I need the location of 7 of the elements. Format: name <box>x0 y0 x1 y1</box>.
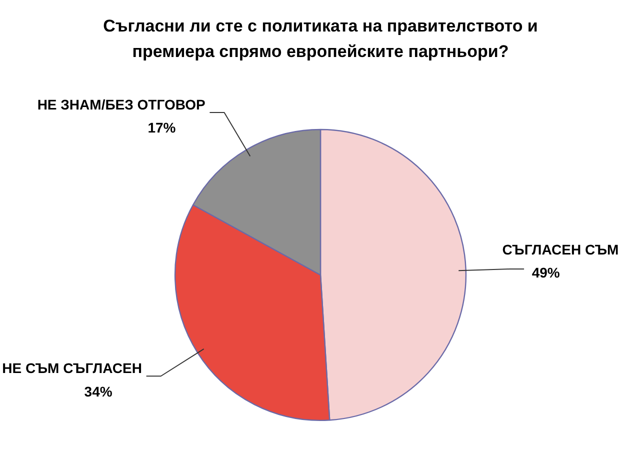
slice-label: НЕ ЗНАМ/БЕЗ ОТГОВОР <box>37 96 206 112</box>
chart-title: Съгласни ли сте с политиката на правителството и премиера спрямо европейските партньори? <box>103 16 538 62</box>
slice-label: НЕ СЪМ СЪГЛАСЕН <box>2 360 142 376</box>
slice-label: СЪГЛАСЕН СЪМ <box>502 241 619 258</box>
data-label: 49% <box>532 264 560 281</box>
data-label: 17% <box>148 120 176 136</box>
data-label: 34% <box>84 383 113 400</box>
